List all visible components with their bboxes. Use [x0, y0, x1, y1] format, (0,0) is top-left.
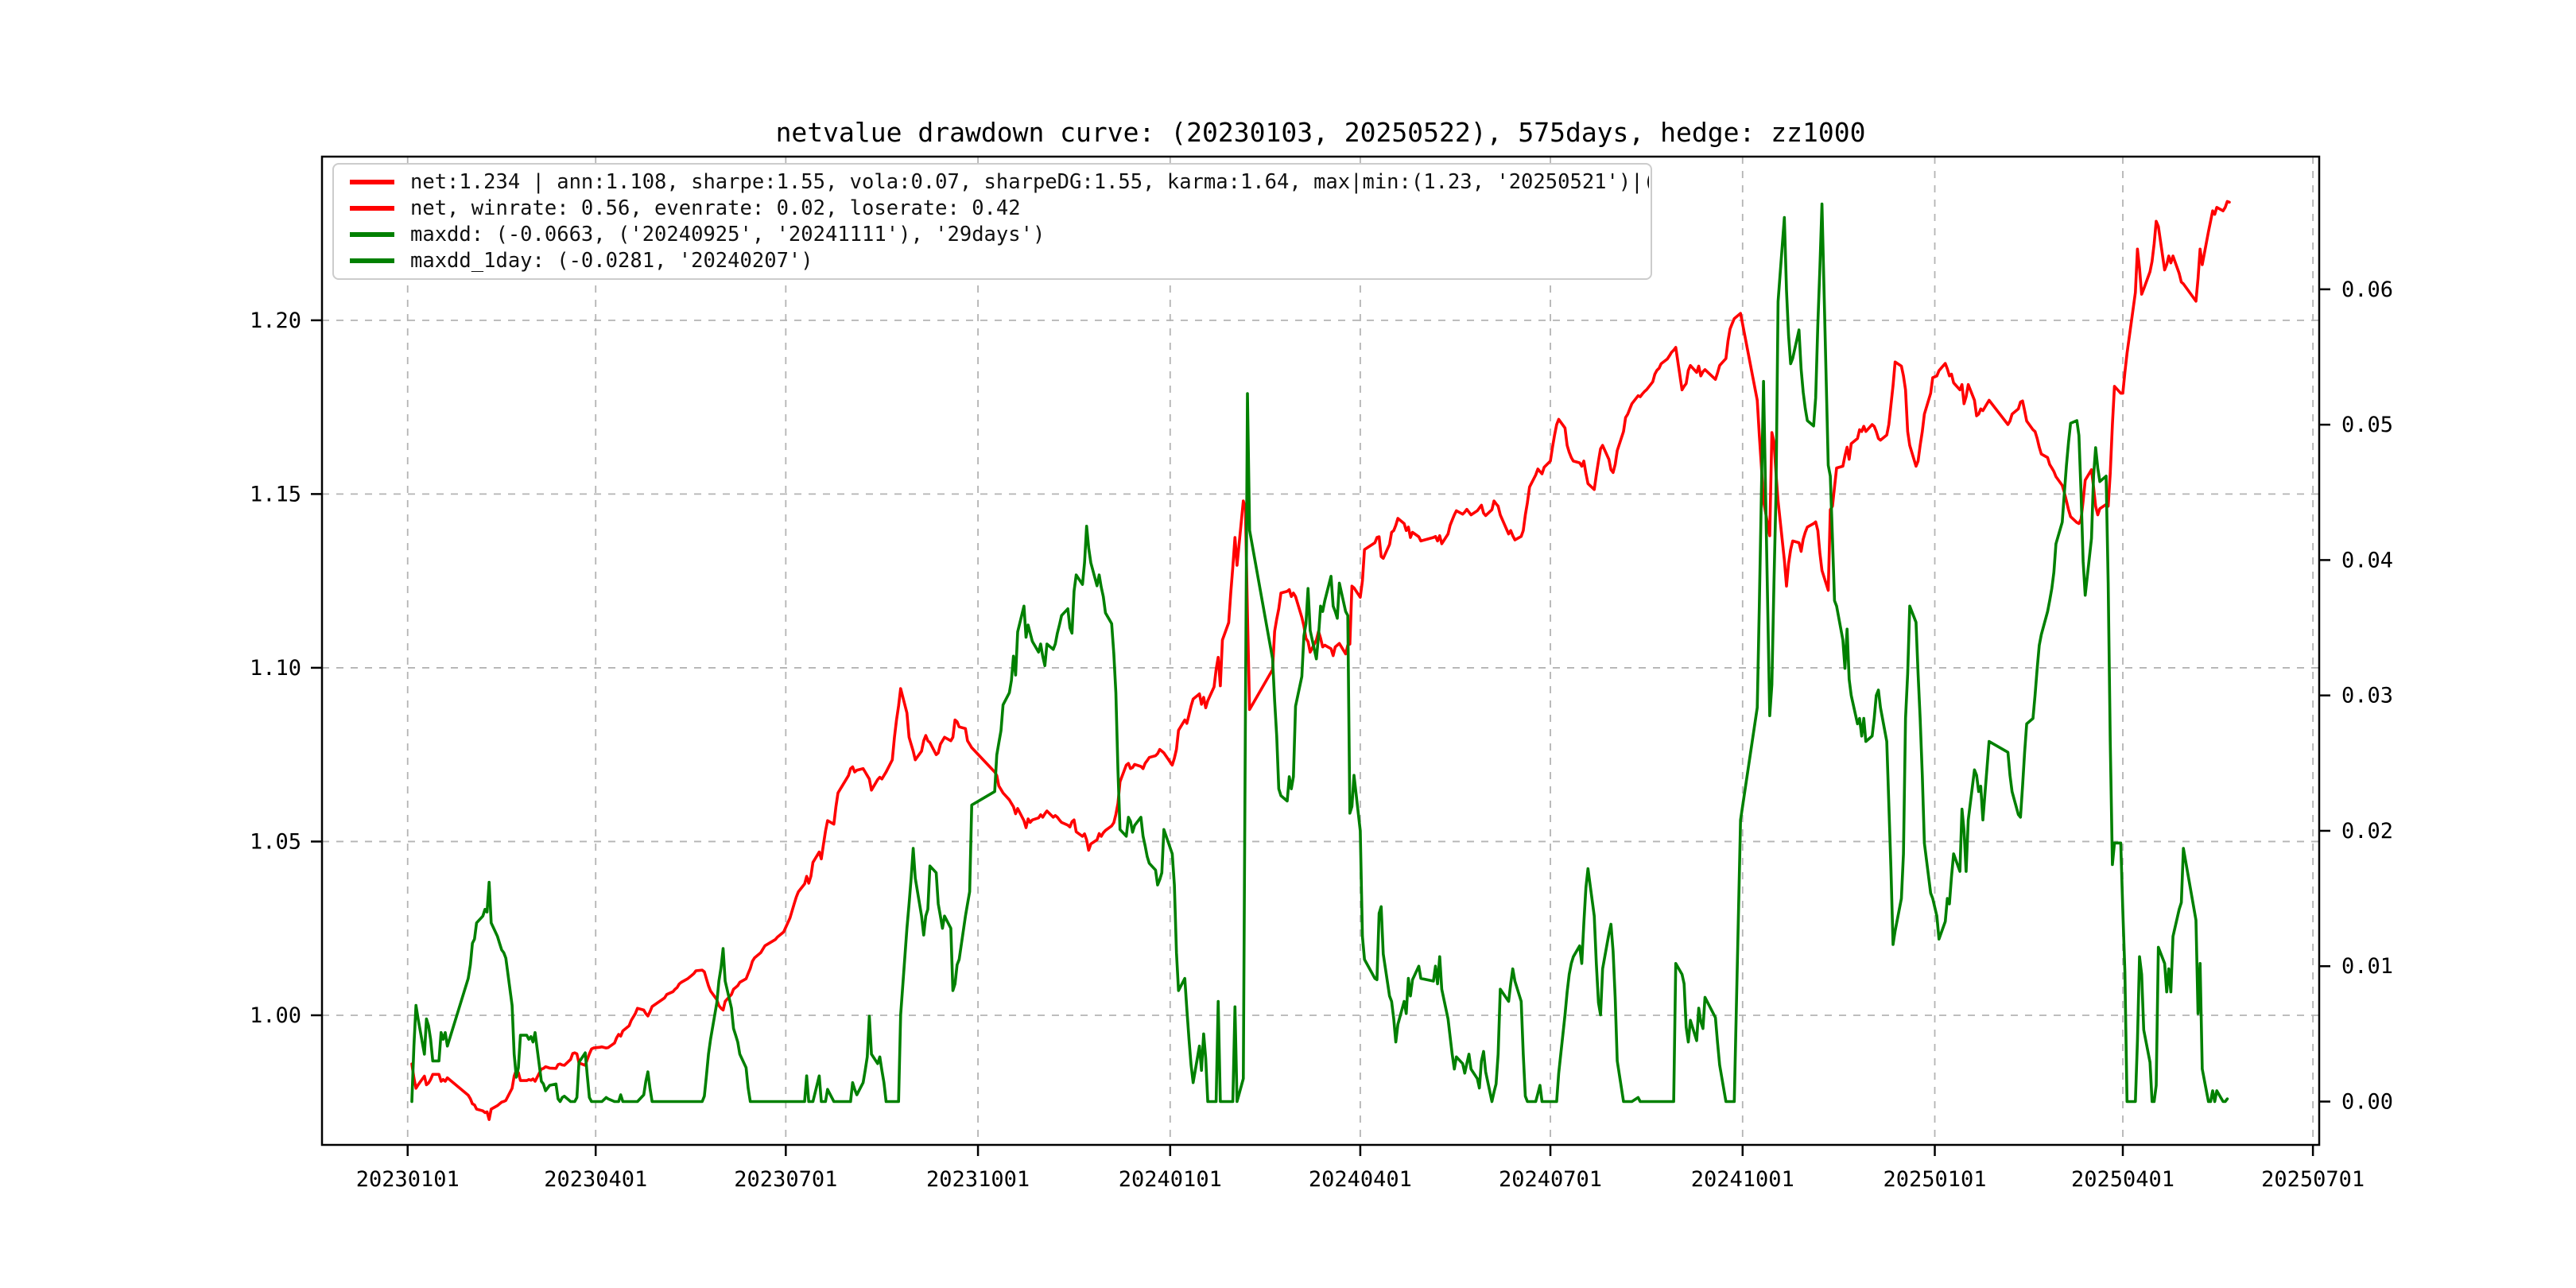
legend-label: net:1.234 | ann:1.108, sharpe:1.55, vola…	[410, 170, 1649, 195]
legend-line-swatch	[350, 206, 394, 211]
legend-item-3: maxdd_1day: (-0.0281, '20240207')	[336, 247, 1649, 274]
legend-box: net:1.234 | ann:1.108, sharpe:1.55, vola…	[332, 163, 1652, 280]
y-left-tick-label: 1.10	[250, 656, 301, 681]
y-left-tick-label: 1.15	[250, 482, 301, 506]
x-tick-label: 20230701	[734, 1167, 837, 1192]
tick-labels: 20230101 20230401 20230701 20231001 20240101…	[250, 277, 2393, 1192]
series-line-maxdd	[410, 202, 2229, 1104]
legend-line-swatch	[350, 180, 394, 185]
chart-title: netvalue drawdown curve: (20230103, 2025…	[776, 117, 1866, 148]
legend-item-2: maxdd: (-0.0663, ('20240925', '20241111'…	[336, 222, 1649, 248]
y-left-tick-label: 1.00	[250, 1003, 301, 1028]
data-series	[410, 200, 2231, 1121]
y-right-tick-label: 0.02	[2341, 819, 2393, 844]
legend-item-1: net, winrate: 0.56, evenrate: 0.02, lose…	[336, 196, 1649, 222]
y-right-tick-label: 0.00	[2341, 1090, 2393, 1115]
y-right-tick-label: 0.05	[2341, 413, 2393, 437]
x-tick-label: 20250101	[1883, 1167, 1986, 1192]
gridlines	[322, 157, 2319, 1145]
y-left-tick-label: 1.05	[250, 829, 301, 854]
y-right-tick-label: 0.01	[2341, 954, 2393, 979]
y-left-tick-label: 1.20	[250, 308, 301, 333]
x-tick-label: 20230101	[356, 1167, 460, 1192]
legend-label: net, winrate: 0.56, evenrate: 0.02, lose…	[410, 196, 1021, 221]
x-tick-label: 20240401	[1309, 1167, 1412, 1192]
x-tick-label: 20231001	[926, 1167, 1030, 1192]
legend-item-0: net:1.234 | ann:1.108, sharpe:1.55, vola…	[336, 169, 1649, 196]
legend-line-swatch	[350, 231, 394, 237]
plot-border	[320, 155, 2321, 1146]
legend-line-swatch	[350, 258, 394, 263]
y-right-tick-label: 0.03	[2341, 684, 2393, 708]
x-tick-label: 20240701	[1499, 1167, 1602, 1192]
x-tick-label: 20241001	[1691, 1167, 1794, 1192]
series-line-net	[410, 200, 2231, 1121]
axes	[311, 155, 2330, 1156]
x-tick-label: 20240101	[1119, 1167, 1222, 1192]
x-tick-label: 20230401	[544, 1167, 647, 1192]
x-tick-label: 20250401	[2071, 1167, 2174, 1192]
y-right-tick-label: 0.06	[2341, 277, 2393, 302]
legend-label: maxdd: (-0.0663, ('20240925', '20241111'…	[410, 222, 1046, 246]
x-tick-label: 20250701	[2261, 1167, 2365, 1192]
legend-label: maxdd_1day: (-0.0281, '20240207')	[410, 248, 813, 273]
y-right-tick-label: 0.04	[2341, 548, 2393, 572]
